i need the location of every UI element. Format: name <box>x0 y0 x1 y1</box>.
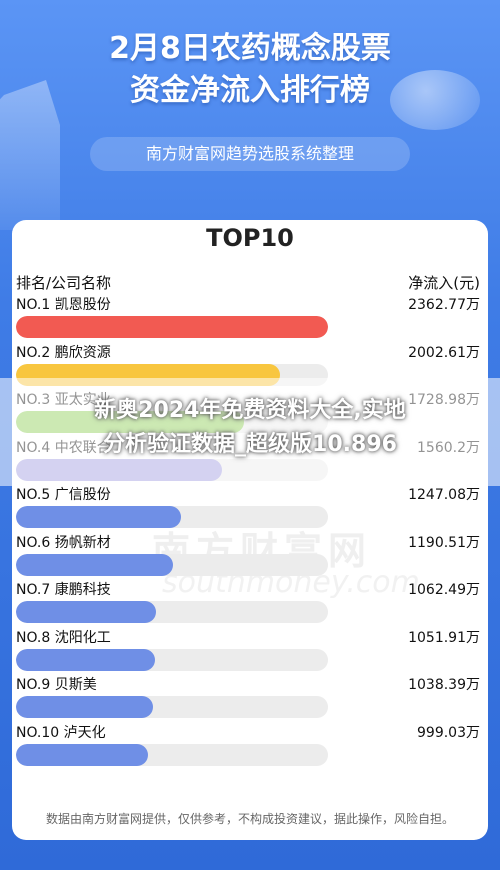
bar-value-label: 1190.51万 <box>408 534 480 551</box>
overlay-caption: 新奥2024年免费资料大全,实地 分析验证数据_超级版10.896 <box>0 394 500 462</box>
ranking-card: TOP10 排名/公司名称 净流入(元) 南方财富网 southmoney.co… <box>12 220 488 840</box>
bar-value-label: 999.03万 <box>417 724 480 741</box>
coin-decoration <box>390 70 480 130</box>
bar-value-label: 1062.49万 <box>408 582 480 598</box>
overlay-line-1: 新奥2024年免费资料大全,实地 <box>94 398 406 423</box>
bar-category-label: NO.8 沈阳化工 <box>16 629 111 646</box>
bar-track <box>16 506 328 528</box>
bar <box>16 601 156 623</box>
bar-track <box>16 743 328 766</box>
column-header-net-inflow: 净流入(元) <box>408 274 480 292</box>
bar <box>16 648 155 671</box>
bar-track <box>16 553 328 576</box>
page-title: 2月8日农药概念股票 资金净流入排行榜 <box>0 28 500 112</box>
bar-category-label: NO.7 康鹏科技 <box>16 582 111 598</box>
subtitle: 南方财富网趋势选股系统整理 <box>90 137 410 171</box>
bar-row: NO.6 扬帆新材 1190.51万 <box>12 532 488 579</box>
bar <box>16 696 153 718</box>
card-title: TOP10 <box>206 224 294 252</box>
bar-track <box>16 648 328 671</box>
bar-value-label: 1247.08万 <box>408 487 480 503</box>
bar-row: NO.7 康鹏科技 1062.49万 <box>12 579 488 626</box>
column-header-rank-name: 排名/公司名称 <box>16 274 112 292</box>
bar-category-label: NO.9 贝斯美 <box>16 677 97 693</box>
building-decoration <box>0 80 60 230</box>
overlay-line-2: 分析验证数据_超级版10.896 <box>103 432 397 457</box>
bar <box>16 506 181 528</box>
bar-category-label: NO.10 泸天化 <box>16 724 106 741</box>
bar <box>16 743 148 766</box>
bar-value-label: 2362.77万 <box>408 297 480 313</box>
bar-row: NO.9 贝斯美 1038.39万 <box>12 674 488 721</box>
bar-value-label: 2002.61万 <box>408 344 480 361</box>
bar-row: NO.8 沈阳化工 1051.91万 <box>12 627 488 674</box>
bar-category-label: NO.1 凯恩股份 <box>16 297 111 313</box>
bar <box>16 553 173 576</box>
bar-category-label: NO.2 鹏欣资源 <box>16 344 111 361</box>
title-line-2: 资金净流入排行榜 <box>130 73 370 108</box>
bar-value-label: 1038.39万 <box>408 677 480 693</box>
bar-row: NO.10 泸天化 999.03万 <box>12 722 488 769</box>
bar-row: NO.1 凯恩股份 2362.77万 <box>12 294 488 341</box>
bar-category-label: NO.6 扬帆新材 <box>16 534 111 551</box>
bar-track <box>16 601 328 623</box>
bar-track <box>16 696 328 718</box>
bar-value-label: 1051.91万 <box>408 629 480 646</box>
bar-track <box>16 316 328 338</box>
bar-category-label: NO.5 广信股份 <box>16 487 111 503</box>
disclaimer-footer: 数据由南方财富网提供，仅供参考，不构成投资建议，据此操作，风险自担。 <box>45 812 454 826</box>
overlay-band <box>0 378 500 486</box>
title-line-1: 2月8日农药概念股票 <box>109 31 391 66</box>
bar <box>16 316 328 338</box>
bar-row: NO.5 广信股份 1247.08万 <box>12 484 488 531</box>
